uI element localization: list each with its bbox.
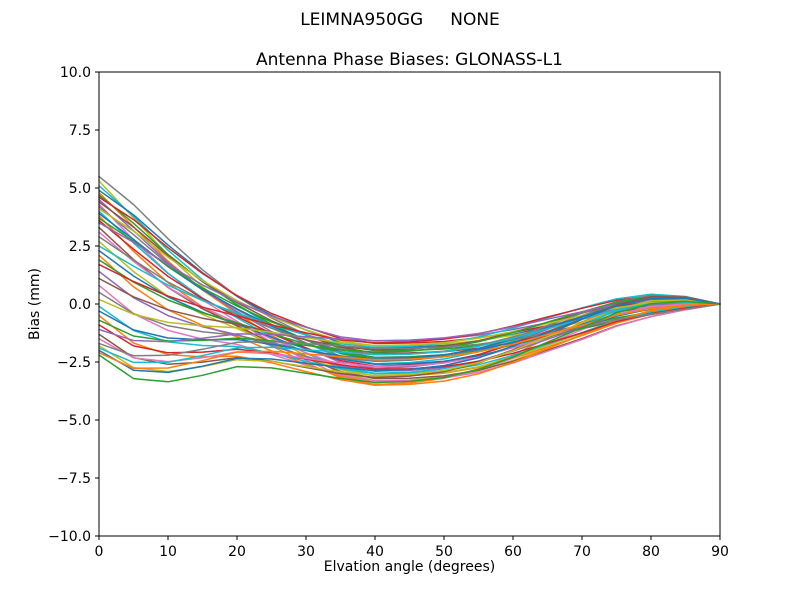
x-tick-label: 90 — [711, 544, 729, 560]
figure-suptitle: LEIMNA950GG NONE — [300, 10, 500, 30]
x-tick-label: 10 — [159, 544, 177, 560]
y-tick-label: −2.5 — [57, 355, 91, 371]
series-line — [98, 303, 721, 368]
x-tick-label: 50 — [435, 544, 453, 560]
series-line — [98, 303, 721, 357]
y-tick-label: 5.0 — [69, 181, 91, 197]
x-tick-label: 70 — [573, 544, 591, 560]
x-tick-label: 80 — [642, 544, 660, 560]
axes-title: Antenna Phase Biases: GLONASS-L1 — [256, 50, 563, 70]
y-axis-label: Bias (mm) — [27, 267, 43, 341]
series-line — [98, 263, 721, 344]
series-line — [98, 295, 721, 379]
y-tick-label: 7.5 — [69, 123, 91, 139]
x-tick-label: 60 — [504, 544, 522, 560]
x-tick-label: 20 — [228, 544, 246, 560]
series-line — [98, 303, 721, 370]
series-line — [98, 300, 721, 384]
series-line — [98, 297, 721, 374]
series-line — [98, 196, 721, 345]
series-line — [98, 245, 721, 349]
y-tick-label: 2.5 — [69, 239, 91, 255]
x-tick-label: 40 — [366, 544, 384, 560]
y-tick-label: −5.0 — [57, 413, 91, 429]
y-tick-label: −7.5 — [57, 471, 91, 487]
x-tick-label: 0 — [95, 544, 104, 560]
series-line — [98, 205, 721, 363]
x-axis-label: Elvation angle (degrees) — [323, 559, 496, 575]
series-line — [98, 301, 721, 364]
y-tick-label: 10.0 — [60, 65, 91, 81]
x-tick-label: 30 — [297, 544, 315, 560]
series-line — [98, 296, 721, 353]
y-tick-label: −10.0 — [48, 529, 91, 545]
y-tick-label: 0.0 — [69, 297, 91, 313]
series-line — [98, 298, 721, 347]
